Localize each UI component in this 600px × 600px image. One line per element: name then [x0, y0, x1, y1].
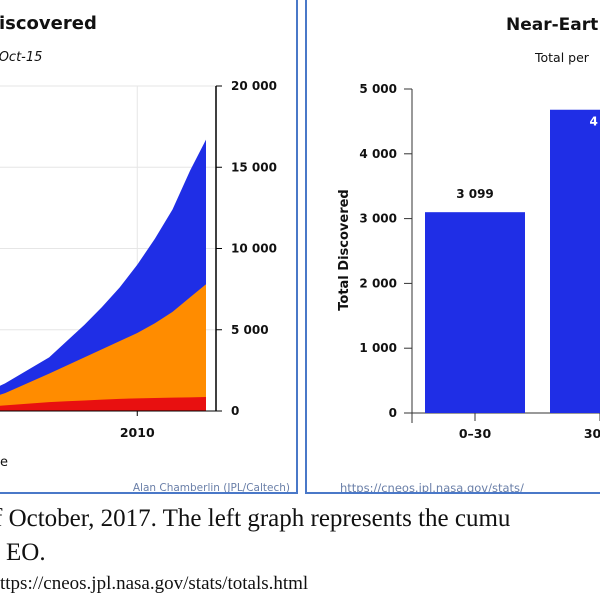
figure-caption-line-2: EO.	[6, 539, 46, 566]
right-y-tick-label: 3 000	[359, 212, 397, 226]
left-y-tick-label: 5 000	[231, 323, 269, 337]
right-chart-panel: Near-Eart Total per 0 1 000 2 000 3 000 4 00…	[305, 0, 600, 494]
right-x-tick-label: 0–30	[459, 426, 492, 441]
left-y-tick-label: 20 000	[231, 79, 277, 93]
right-chart-title: Near-Eart	[506, 15, 598, 35]
left-area-series	[0, 139, 206, 411]
right-y-tick-label: 2 000	[359, 276, 397, 290]
right-y-tick-label: 4 000	[359, 147, 397, 161]
right-y-axis-label: Total Discovered	[337, 189, 352, 311]
left-x-tick-label: 2010	[120, 425, 155, 440]
left-x-ticks: 2010	[120, 411, 155, 440]
right-bars: 3 099 4 6	[425, 109, 600, 414]
right-y-tick-label: 0	[389, 406, 397, 420]
bar-data-label-0: 3 099	[456, 187, 494, 201]
discoveries-by-size-chart: Near-Eart Total per 0 1 000 2 000 3 000 4 00…	[337, 15, 600, 494]
left-legend-fragment: e	[0, 455, 8, 470]
right-y-tick-label: 1 000	[359, 341, 397, 355]
right-chart-subtitle: Total per	[534, 50, 590, 65]
figure-caption-line-1: f October, 2017. The left graph represen…	[0, 505, 511, 532]
bar-data-label-1: 4 6	[590, 115, 600, 129]
left-y-ticks: 0 5 000 10 000 15 000 20 000	[216, 79, 277, 418]
right-x-tick-label: 30–1	[584, 426, 600, 441]
figure-caption-source-line: ttps://cneos.jpl.nasa.gov/stats/totals.h…	[0, 573, 309, 594]
left-chart-credit: Alan Chamberlin (JPL/Caltech)	[133, 482, 290, 494]
bar-1	[550, 109, 600, 414]
right-y-tick-label: 5 000	[359, 82, 397, 96]
left-y-tick-label: 0	[231, 404, 239, 418]
bar-0	[425, 212, 525, 413]
left-y-tick-label: 10 000	[231, 242, 277, 256]
left-chart-subtitle: -Oct-15	[0, 50, 42, 65]
left-area-series-2	[0, 397, 206, 411]
left-chart-title: iscovered	[0, 13, 97, 34]
left-y-tick-label: 15 000	[231, 160, 277, 174]
right-x-ticks: 0–30 30–1	[459, 413, 600, 441]
right-y-ticks: 0 1 000 2 000 3 000 4 000 5 000	[359, 82, 412, 420]
right-chart-credit: https://cneos.jpl.nasa.gov/stats/	[340, 481, 524, 494]
left-area-series-1	[0, 284, 206, 411]
